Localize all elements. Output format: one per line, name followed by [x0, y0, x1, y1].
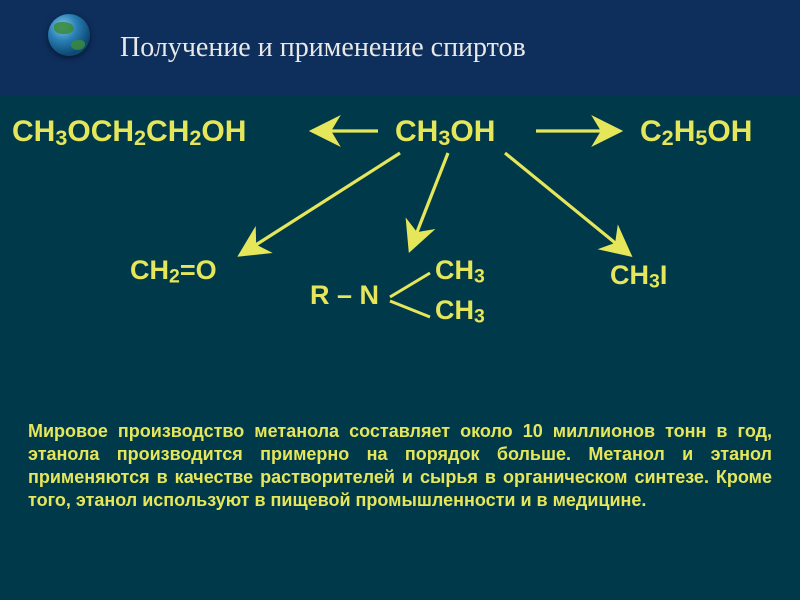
formula-amine_top: CH3 — [435, 255, 485, 288]
slide-header: Получение и применение спиртов — [0, 0, 800, 95]
description-text: Мировое производство метанола составляет… — [0, 420, 800, 512]
formula-amine_bot: CH3 — [435, 295, 485, 328]
globe-icon — [48, 14, 90, 56]
slide-title: Получение и применение спиртов — [120, 32, 526, 64]
reaction-diagram: CH3OCH2CH2OH CH3OH C2H5OH CH2=O R – N CH3 CH3 C… — [0, 95, 800, 420]
formula-iodide: CH3I — [610, 260, 667, 293]
formula-formaldehyde: CH2=O — [130, 255, 217, 288]
formula-center: CH3OH — [395, 115, 495, 151]
formula-right_product: C2H5OH — [640, 115, 752, 151]
formula-amine_R: R – N — [310, 280, 379, 311]
formula-left_product: CH3OCH2CH2OH — [12, 115, 246, 151]
